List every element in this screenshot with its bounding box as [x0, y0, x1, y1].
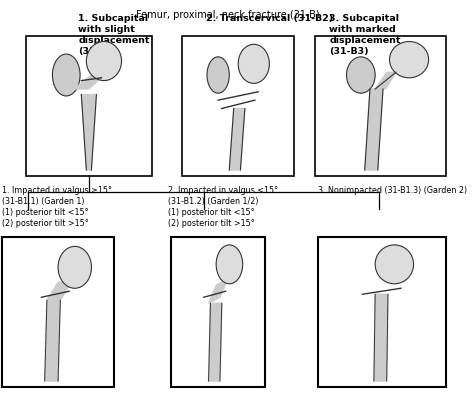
Bar — [171, 237, 265, 387]
Bar — [315, 36, 446, 176]
Text: 2. Transcervical (31-B2): 2. Transcervical (31-B2) — [206, 14, 333, 23]
Polygon shape — [47, 282, 72, 300]
Polygon shape — [74, 75, 104, 89]
Polygon shape — [82, 95, 96, 170]
Ellipse shape — [86, 41, 121, 81]
Polygon shape — [229, 109, 245, 170]
Bar — [318, 237, 446, 387]
Ellipse shape — [390, 41, 428, 78]
Polygon shape — [45, 300, 60, 381]
Ellipse shape — [346, 57, 375, 93]
Ellipse shape — [216, 245, 243, 284]
Polygon shape — [374, 294, 388, 381]
Polygon shape — [218, 92, 258, 109]
Ellipse shape — [207, 57, 229, 93]
Text: Femur, proximal, neck fracture (31-B): Femur, proximal, neck fracture (31-B) — [136, 10, 319, 20]
Text: 2. Impacted in valgus <15°
(31-B1.2) (Garden 1/2)
(1) posterior tilt <15°
(2) po: 2. Impacted in valgus <15° (31-B1.2) (Ga… — [168, 186, 278, 228]
Text: 1. Impacted in valgus ≥15°
(31-B1.1) (Garden 1)
(1) posterior tilt <15°
(2) post: 1. Impacted in valgus ≥15° (31-B1.1) (Ga… — [2, 186, 112, 228]
Ellipse shape — [375, 245, 413, 284]
Text: 3. Subcapital
with marked
displacement
(31-B3): 3. Subcapital with marked displacement (… — [329, 14, 401, 56]
Ellipse shape — [58, 246, 91, 288]
Ellipse shape — [53, 54, 80, 96]
Bar — [182, 36, 294, 176]
Ellipse shape — [238, 44, 269, 83]
Text: 3. Nonimpacted (31-B1.3) (Garden 2): 3. Nonimpacted (31-B1.3) (Garden 2) — [318, 186, 467, 195]
Bar — [26, 36, 152, 176]
Polygon shape — [365, 89, 383, 170]
Bar — [2, 237, 114, 387]
Text: 1. Subcapital
with slight
displacement
(31-B1): 1. Subcapital with slight displacement (… — [78, 14, 150, 56]
Polygon shape — [209, 279, 228, 303]
Polygon shape — [375, 72, 396, 89]
Polygon shape — [209, 303, 222, 381]
